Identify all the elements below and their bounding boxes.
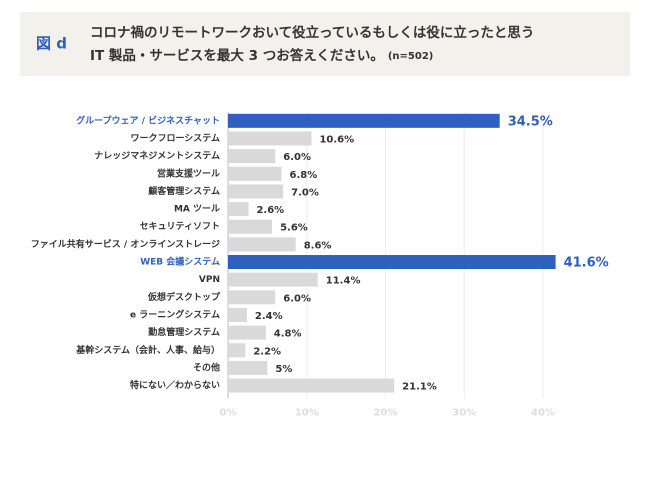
title-box — [20, 12, 630, 76]
x-tick-label: 30% — [452, 407, 476, 418]
bar — [228, 343, 246, 358]
value-label: 7.0% — [291, 187, 319, 198]
value-label: 41.6% — [564, 256, 609, 271]
bar — [228, 149, 276, 164]
value-label: 6.0% — [283, 293, 311, 304]
bar — [228, 360, 268, 375]
value-label: 2.4% — [255, 311, 283, 322]
bar — [228, 113, 500, 128]
bar — [228, 131, 312, 146]
y-tick-label: MA ツール — [174, 204, 220, 215]
y-tick-label: ナレッジマネジメントシステム — [94, 151, 220, 162]
y-tick-label: その他 — [193, 361, 220, 373]
value-label: 5% — [275, 364, 292, 375]
value-label: 8.6% — [304, 240, 332, 251]
y-tick-label: e ラーニングシステム — [130, 308, 220, 320]
y-tick-label: グループウェア / ビジネスチャット — [76, 114, 220, 126]
x-tick-label: 0% — [220, 407, 237, 418]
value-label: 21.1% — [402, 382, 437, 393]
y-tick-label: ファイル共有サービス / オンラインストレージ — [31, 238, 220, 250]
bar — [228, 166, 282, 181]
bar — [228, 272, 318, 287]
bar — [228, 307, 247, 322]
figure-label: 図 d — [36, 35, 67, 53]
bar — [228, 290, 276, 305]
value-label: 2.2% — [253, 346, 281, 357]
y-tick-label: 勤怠管理システム — [148, 326, 220, 338]
value-label: 6.0% — [283, 152, 311, 163]
y-tick-label: 営業支援ツール — [157, 167, 220, 179]
value-label: 10.6% — [319, 134, 354, 145]
value-label: 5.6% — [280, 223, 308, 234]
value-label: 6.8% — [290, 170, 318, 181]
y-tick-label: VPN — [199, 275, 220, 285]
value-label: 2.6% — [256, 205, 284, 216]
bar — [228, 184, 284, 199]
chart-title: IT 製品・サービスを最大 3 つお答えください。 (n=502) — [90, 47, 433, 64]
x-tick-label: 40% — [531, 407, 555, 418]
y-tick-label: セキュリティソフト — [140, 221, 220, 232]
y-tick-label: 特にない／わからない — [130, 379, 220, 391]
y-tick-label: 基幹システム（会計、人事、給与） — [75, 344, 220, 356]
y-tick-label: 顧客管理システム — [148, 185, 220, 197]
bar — [228, 202, 249, 217]
bar — [228, 378, 395, 393]
bar — [228, 325, 266, 340]
y-tick-label: ワークフローシステム — [130, 133, 220, 144]
y-tick-label: 仮想デスクトップ — [147, 291, 221, 303]
y-tick-label: WEB 会議システム — [140, 256, 220, 268]
chart-title: コロナ禍のリモートワークおいて役立っているもしくは役に立ったと思う — [90, 24, 534, 41]
value-label: 34.5% — [508, 114, 553, 129]
note: (n=502) — [388, 51, 434, 62]
bar — [228, 219, 273, 234]
value-label: 11.4% — [326, 276, 361, 287]
value-label: 4.8% — [274, 329, 302, 340]
x-tick-label: 20% — [374, 407, 398, 418]
x-tick-label: 10% — [295, 407, 319, 418]
bar — [228, 237, 296, 252]
bar — [228, 255, 556, 270]
chart-title: IT 製品・サービスを最大 3 つお答えください。 — [90, 47, 384, 64]
